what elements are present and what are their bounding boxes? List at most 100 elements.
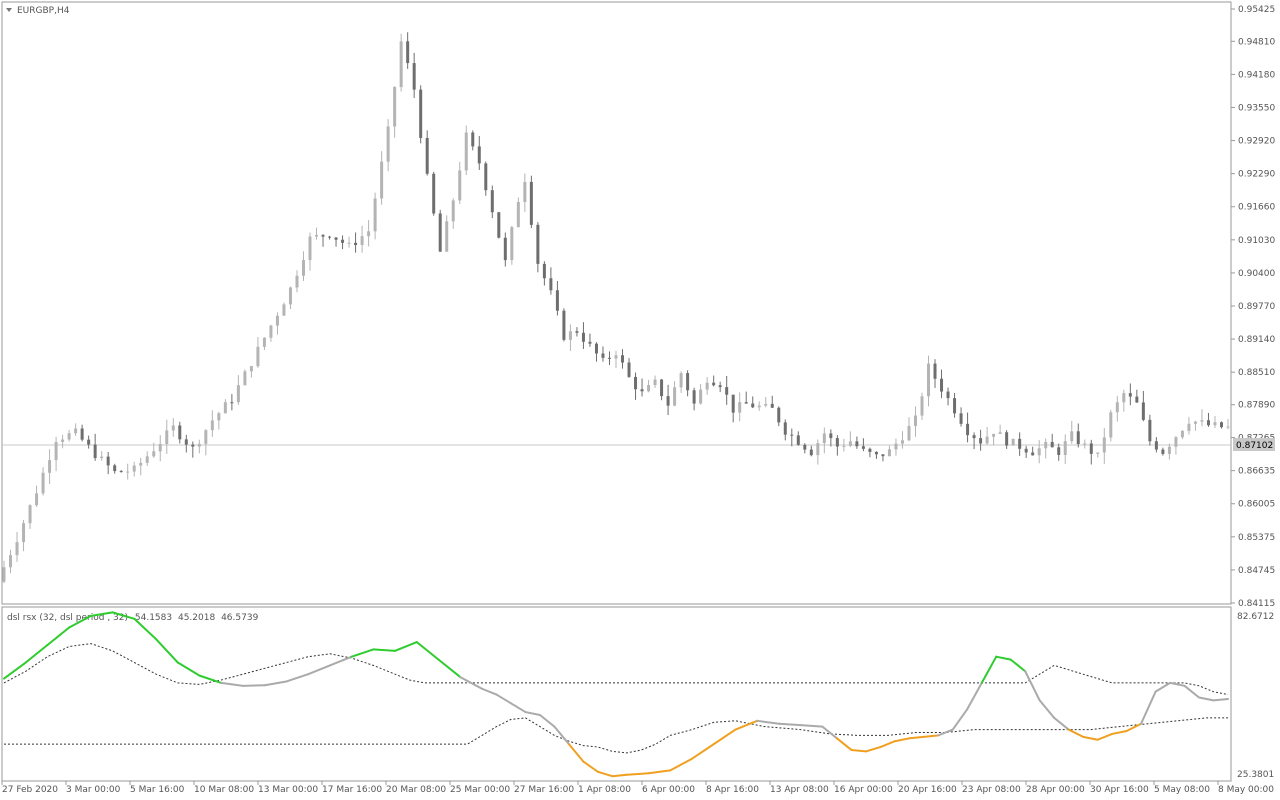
candle-body <box>705 382 709 390</box>
price-tick-label: 0.86635 <box>1238 467 1275 477</box>
candle-body <box>67 433 71 440</box>
candle <box>61 434 65 449</box>
candle <box>93 433 97 461</box>
candle <box>223 399 227 414</box>
candle-body <box>1154 441 1158 450</box>
candle <box>282 302 286 316</box>
candle <box>803 443 807 454</box>
current-price-value: 0.87102 <box>1236 441 1273 451</box>
candle-body <box>158 444 162 452</box>
candle-body <box>256 346 260 367</box>
candle-body <box>607 357 611 359</box>
candle-body <box>113 465 117 472</box>
candle-body <box>783 422 787 435</box>
candle-body <box>855 441 859 447</box>
candle <box>87 435 91 449</box>
candle <box>601 346 605 362</box>
candle <box>751 396 755 409</box>
candle <box>594 342 598 362</box>
candle-body <box>1044 441 1048 449</box>
indicator-value-1: 54.1583 <box>135 613 172 623</box>
candle <box>738 392 742 422</box>
price-axis: 0.95425 0.94810 0.94180 0.93550 0.92920 0.922… <box>1231 5 1275 609</box>
candle <box>295 270 299 293</box>
candle <box>1180 430 1184 440</box>
candle-body <box>1187 423 1191 431</box>
candle-body <box>1122 393 1126 403</box>
candle <box>54 436 58 472</box>
candle <box>660 378 664 401</box>
time-tick-label: 13 Mar 00:00 <box>258 785 318 795</box>
candle-body <box>217 413 221 421</box>
candle-body <box>822 433 826 444</box>
candle <box>419 85 423 144</box>
candle-body <box>842 445 846 447</box>
candle-body <box>666 396 670 406</box>
rsx-segment <box>835 737 853 751</box>
price-tick-label: 0.91030 <box>1238 236 1275 246</box>
symbol-dropdown-icon[interactable] <box>6 8 12 12</box>
candle <box>445 215 449 253</box>
candle <box>100 451 104 461</box>
candle <box>1031 446 1035 456</box>
current-price-badge: 0.87102 <box>1233 438 1275 451</box>
candle-body <box>87 439 91 445</box>
candle <box>1135 389 1139 403</box>
indicator-lower-level <box>4 717 1228 754</box>
rsx-segment <box>394 641 418 652</box>
candle <box>907 417 911 442</box>
candle <box>894 438 898 456</box>
time-tick-label: 30 Apr 16:00 <box>1090 785 1149 795</box>
candle-body <box>1174 437 1178 447</box>
rsx-segment <box>46 626 71 647</box>
candle-body <box>516 202 520 228</box>
candle <box>705 377 709 395</box>
candle-body <box>301 260 305 276</box>
candle <box>471 130 475 151</box>
candle-body <box>835 438 839 447</box>
candle-body <box>679 373 683 388</box>
candle <box>217 411 221 430</box>
candle <box>666 384 670 416</box>
candle <box>1011 438 1015 446</box>
candle <box>204 429 208 456</box>
candle <box>764 397 768 408</box>
rsx-segment <box>966 681 983 711</box>
candle <box>1076 423 1080 448</box>
candle <box>80 424 84 442</box>
candle <box>171 418 175 437</box>
candle-body <box>510 227 514 261</box>
indicator-panel-frame <box>1 606 1232 782</box>
rsx-segment <box>691 743 715 760</box>
candle <box>464 125 468 175</box>
symbol-label: EURGBP,H4 <box>17 6 70 16</box>
candle-body <box>757 405 761 408</box>
candle <box>497 211 501 239</box>
candle-body <box>738 402 742 413</box>
candle-body <box>54 441 58 461</box>
candle <box>288 286 292 310</box>
candle-body <box>412 63 416 90</box>
candle <box>777 406 781 427</box>
candle <box>1161 447 1165 456</box>
rsx-segment <box>1111 730 1128 735</box>
candle <box>621 349 625 369</box>
candle-body <box>647 385 651 392</box>
candle <box>432 171 436 216</box>
rsx-segment <box>596 770 614 778</box>
candle <box>913 406 917 437</box>
candle <box>126 463 130 480</box>
candle-body <box>1148 419 1152 442</box>
candle-body <box>809 449 813 456</box>
rsx-segment <box>1198 696 1215 702</box>
candle <box>1128 383 1132 406</box>
candle <box>979 429 983 451</box>
candle <box>1037 440 1041 464</box>
candle <box>868 447 872 458</box>
candle-body <box>139 462 143 466</box>
candle <box>1226 418 1230 430</box>
candle-body <box>640 389 644 392</box>
candle-body <box>1213 422 1217 426</box>
candle-body <box>1109 412 1113 438</box>
rsx-segment <box>459 676 484 690</box>
